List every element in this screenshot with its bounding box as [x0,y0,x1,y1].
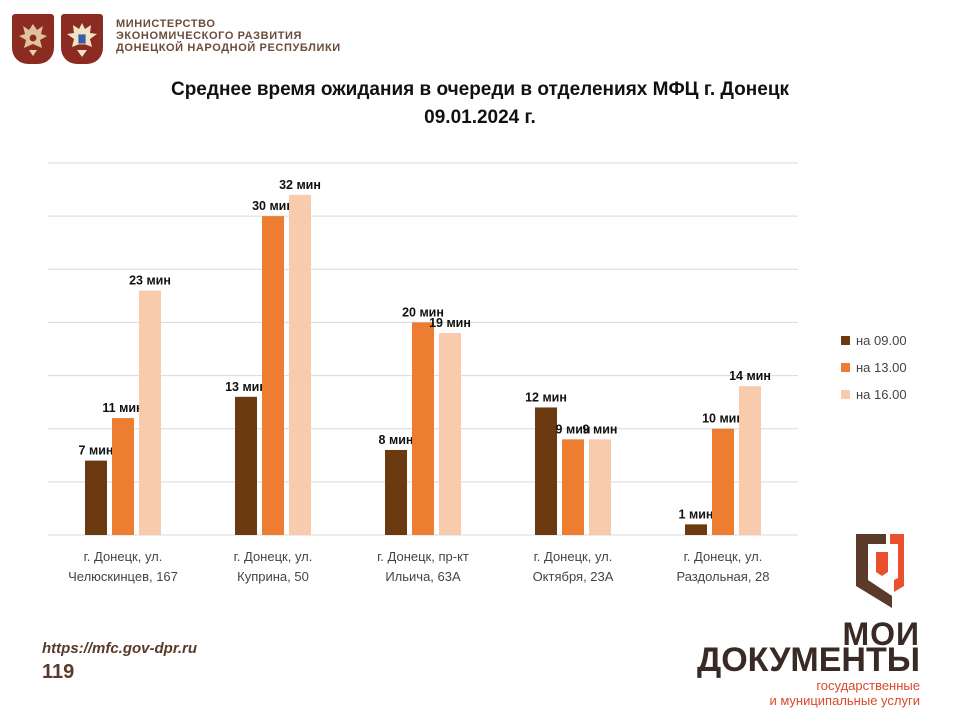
bar [589,439,611,535]
bar [739,386,761,535]
data-label: 1 мин [679,507,714,521]
data-label: 23 мин [129,274,171,288]
brand-line4: и муниципальные услуги [769,693,920,708]
data-label: 32 мин [279,178,321,192]
coat-of-arms-dpr-icon [61,14,103,64]
bar [262,216,284,535]
brand-line1: МОИ [842,616,920,652]
bar [412,322,434,535]
data-label: 19 мин [429,316,471,330]
category-label: г. Донецк, ул. [84,549,163,564]
data-label: 12 мин [525,390,567,404]
data-label: 7 мин [79,444,114,458]
coat-of-arms-russia-icon [12,14,54,64]
moi-dokumenty-logo: МОИ ДОКУМЕНТЫ государственные и муниципа… [690,530,920,710]
category-label: Ильича, 63А [385,569,461,584]
site-url[interactable]: https://mfc.gov-dpr.ru [42,640,197,657]
legend-label: на 09.00 [856,333,907,348]
data-label: 8 мин [379,433,414,447]
chart-title: Среднее время ожидания в очереди в отдел… [0,76,960,132]
category-label: Куприна, 50 [237,569,309,584]
category-label: г. Донецк, ул. [234,549,313,564]
data-label: 9 мин [556,422,591,436]
page-number: 119 [42,661,75,683]
category-label: г. Донецк, ул. [684,549,763,564]
data-label: 10 мин [702,412,744,426]
bar [139,290,161,535]
bar [712,428,734,535]
bar [562,439,584,535]
data-label: 30 мин [252,199,294,213]
legend-swatch [841,390,850,399]
bar-chart: 7 мин 11 мин 23 мин г. Донецк, ул. Челюскинц… [48,162,907,584]
bar [385,449,407,535]
ministry-line: ЭКОНОМИЧЕСКОГО РАЗВИТИЯ [116,30,303,42]
legend-label: на 13.00 [856,360,907,375]
bar [112,418,134,535]
bar [685,524,707,535]
data-label: 9 мин [583,422,618,436]
category-label: Челюскинцев, 167 [68,569,178,584]
bar [535,407,557,535]
chart-title-line2: 09.01.2024 г. [424,107,536,128]
ministry-name: МИНИСТЕРСТВО ЭКОНОМИЧЕСКОГО РАЗВИТИЯ ДОН… [116,18,341,54]
legend-swatch [841,363,850,372]
legend-swatch [841,336,850,345]
brand-line3: государственные [816,678,920,693]
data-label: 11 мин [102,401,143,415]
moi-dokumenty-mark-icon [856,534,904,608]
brand-line2: ДОКУМЕНТЫ [696,641,920,679]
bar [289,194,311,535]
ministry-line: ДОНЕЦКОЙ НАРОДНОЙ РЕСПУБЛИКИ [116,42,341,54]
category-label: Раздольная, 28 [676,569,769,584]
category-label: г. Донецк, ул. [534,549,613,564]
ministry-line: МИНИСТЕРСТВО [116,18,216,30]
category-label: Октября, 23А [533,569,614,584]
data-label: 13 мин [225,380,267,394]
legend-label: на 16.00 [856,387,907,402]
header: МИНИСТЕРСТВО ЭКОНОМИЧЕСКОГО РАЗВИТИЯ ДОН… [12,14,341,64]
chart-title-line1: Среднее время ожидания в очереди в отдел… [170,79,790,100]
data-label: 20 мин [402,305,444,319]
bar [235,396,257,535]
bar [85,460,107,535]
bar [439,333,461,535]
category-label: г. Донецк, пр-кт [377,549,469,564]
data-label: 14 мин [729,369,771,383]
